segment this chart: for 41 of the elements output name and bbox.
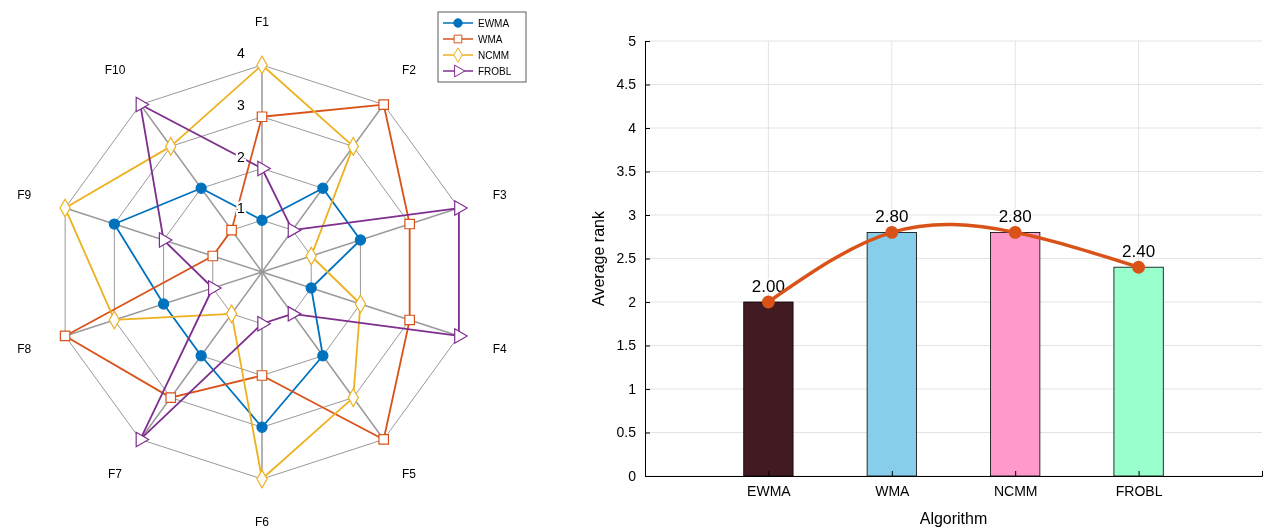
spoke-label: F3 — [492, 187, 508, 202]
spoke-label: F5 — [401, 467, 417, 482]
y-tick-label: 4.5 — [616, 76, 637, 93]
spoke-label: F8 — [17, 342, 32, 357]
y-tick-label: 0.5 — [616, 424, 637, 441]
legend-label: EWMA — [478, 18, 510, 29]
spoke-label: F4 — [492, 342, 508, 357]
legend-label: NCMM — [478, 50, 510, 61]
spoke-label: F2 — [401, 62, 417, 77]
spoke-label: F9 — [17, 187, 32, 202]
y-tick-label: 5 — [628, 32, 637, 49]
data-label: 2.80 — [875, 207, 909, 227]
data-label: 2.40 — [1122, 242, 1156, 262]
point — [1132, 260, 1146, 274]
point — [1008, 225, 1022, 239]
y-tick-label: 2.5 — [616, 250, 637, 267]
spoke-label: F6 — [254, 515, 270, 529]
legend-label: FROBL — [478, 66, 512, 77]
spoke-label: F7 — [108, 467, 123, 482]
x-tick-label: EWMA — [747, 482, 792, 499]
y-axis-title: Average rank — [590, 210, 607, 306]
y-tick-label: 4 — [628, 119, 637, 136]
y-tick-label: 1 — [628, 380, 637, 397]
y-tick-label: 3.5 — [616, 163, 637, 180]
x-tick-label: WMA — [875, 482, 911, 499]
x-tick-label: NCMM — [993, 482, 1038, 499]
spoke-label: F1 — [254, 15, 270, 29]
legend-label: WMA — [478, 34, 503, 45]
x-axis-title: Algorithm — [919, 510, 988, 527]
x-tick-label: FROBL — [1115, 482, 1163, 499]
y-tick-label: 2 — [628, 293, 637, 310]
y-tick-label: 3 — [628, 206, 637, 223]
point — [885, 225, 899, 239]
point — [761, 295, 775, 309]
y-tick-label: 4 — [237, 45, 246, 61]
y-tick-label: 3 — [237, 96, 246, 113]
data-label: 2.80 — [998, 207, 1032, 227]
y-tick-label: 1.5 — [616, 337, 637, 354]
spoke-label: F10 — [104, 62, 126, 77]
data-label: 2.00 — [751, 277, 785, 296]
y-tick-label: 0 — [628, 467, 637, 484]
